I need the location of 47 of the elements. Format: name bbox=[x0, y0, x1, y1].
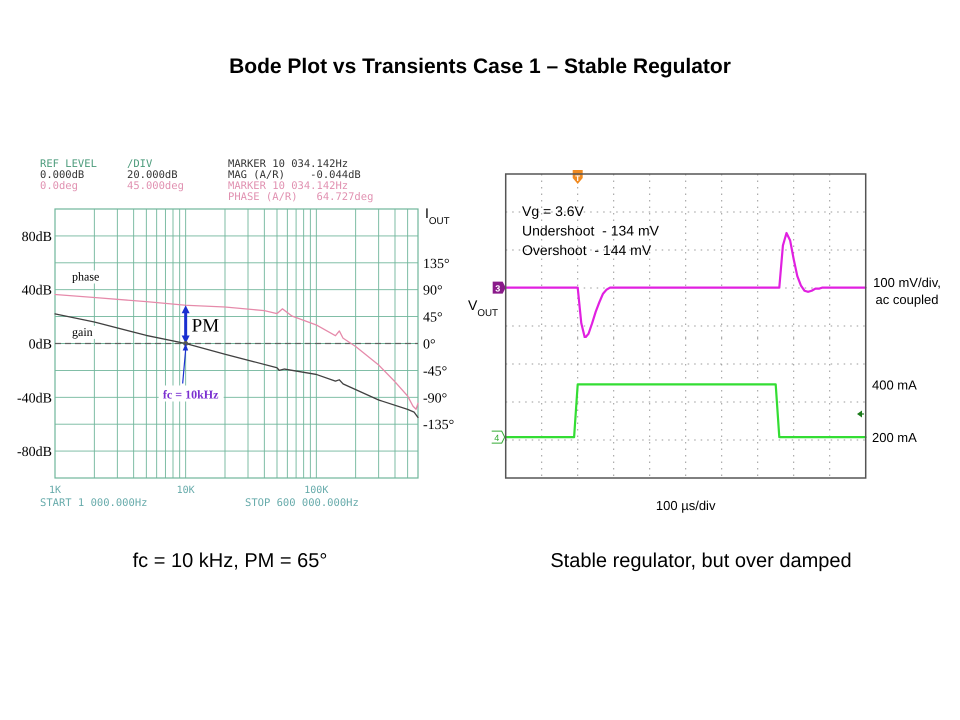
y2-tick-label: 135° bbox=[423, 256, 450, 272]
y2-tick-label: -135° bbox=[423, 418, 454, 434]
text: 3 bbox=[495, 284, 500, 294]
annotation: PM bbox=[192, 315, 220, 336]
y-tick-label: -40dB bbox=[17, 391, 52, 406]
y2-tick-label: 90° bbox=[423, 284, 443, 299]
y-tick-label: 400 mA bbox=[872, 377, 918, 392]
text: REF LEVEL bbox=[40, 158, 97, 170]
text: STOP 600 000.000Hz bbox=[245, 497, 359, 509]
text: PHASE (A/R) 64.727deg bbox=[228, 191, 374, 203]
text: START 1 000.000Hz bbox=[40, 497, 148, 509]
y2-tick-label: -45° bbox=[423, 364, 448, 380]
text: 0.000dB bbox=[40, 169, 84, 181]
text: 0.0deg bbox=[40, 180, 78, 192]
x-tick-label: 10K bbox=[176, 485, 195, 496]
annotation: Overshoot - 144 mV bbox=[522, 242, 652, 258]
y2-tick-label: -90° bbox=[423, 391, 448, 406]
y-tick-label: 40dB bbox=[22, 284, 52, 299]
text: Vg = 3.6V bbox=[522, 203, 585, 219]
x-axis-title: 100 µs/div bbox=[656, 498, 716, 513]
series-label: gain bbox=[72, 324, 93, 339]
text: fc = 10 kHz, PM = 65° bbox=[132, 550, 328, 572]
series-label: phase bbox=[72, 269, 100, 284]
annotation: fc = 10kHz bbox=[162, 388, 220, 402]
y-tick-label: 0dB bbox=[28, 338, 52, 352]
annotation: Undershoot - 134 mV bbox=[522, 222, 660, 238]
text: MARKER 10 034.142Hz bbox=[228, 158, 348, 170]
text: MARKER 10 034.142Hz bbox=[228, 180, 348, 192]
y-axis-title: V$_{OUT}$ bbox=[468, 297, 498, 318]
x-tick-label: 100K bbox=[304, 485, 328, 496]
y-tick-label: 80dB bbox=[22, 230, 52, 245]
text: Bode Plot vs Transients Case 1 – Stable Regulator bbox=[229, 55, 731, 78]
text: /DIV bbox=[127, 158, 153, 170]
text: 45.000deg bbox=[127, 180, 184, 192]
text: 20.000dB bbox=[127, 169, 178, 181]
text: Stable regulator, but over damped bbox=[550, 550, 852, 572]
text: 4 bbox=[494, 433, 500, 444]
text: I$_{OUT}$ bbox=[425, 205, 450, 226]
y2-tick-label: 45° bbox=[423, 310, 443, 326]
text: ac coupled bbox=[876, 292, 938, 307]
x-tick-label: 1K bbox=[48, 485, 62, 496]
y-tick-label: 200 mA bbox=[872, 430, 918, 446]
y2-tick-label: 0° bbox=[423, 338, 436, 352]
text: T bbox=[575, 174, 580, 183]
text: MAG (A/R) -0.044dB bbox=[228, 169, 361, 181]
y-tick-label: -80dB bbox=[17, 445, 52, 460]
text: 100 mV/div, bbox=[873, 275, 941, 290]
